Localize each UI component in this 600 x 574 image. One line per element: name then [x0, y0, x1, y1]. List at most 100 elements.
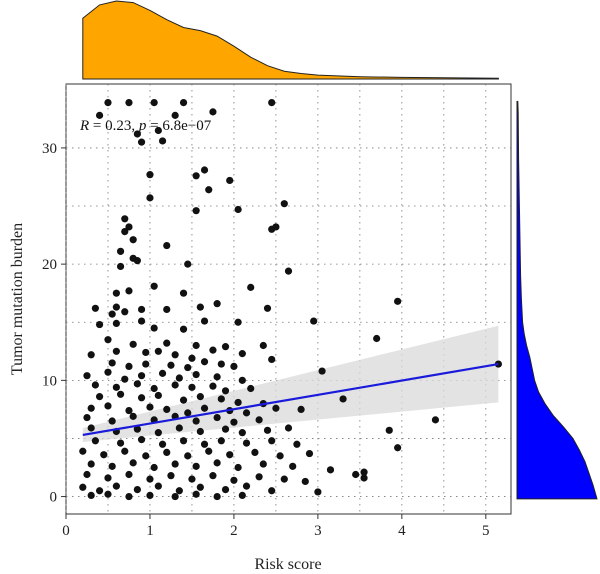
top-density-area — [82, 0, 499, 80]
x-tick-label: 3 — [314, 523, 322, 539]
data-point — [91, 437, 99, 445]
data-point — [217, 360, 225, 368]
data-point — [112, 303, 120, 311]
data-point — [154, 429, 162, 437]
data-point — [150, 98, 158, 107]
data-point — [280, 200, 288, 208]
data-point — [142, 348, 150, 357]
data-point — [163, 305, 171, 314]
data-point — [184, 260, 192, 268]
data-point — [200, 404, 209, 412]
data-point — [221, 425, 230, 433]
data-point — [129, 459, 137, 467]
data-point — [146, 194, 154, 202]
data-point — [104, 368, 112, 376]
data-point — [87, 460, 95, 468]
data-point — [108, 310, 116, 318]
data-point — [133, 425, 141, 433]
data-point — [146, 403, 154, 411]
data-point — [247, 384, 255, 393]
top-density-plot — [82, 0, 499, 80]
data-point — [150, 384, 158, 393]
data-point — [133, 485, 141, 494]
data-point — [272, 223, 280, 231]
data-point — [79, 447, 87, 455]
data-point — [339, 395, 347, 403]
data-point — [192, 462, 200, 470]
data-point — [221, 343, 230, 351]
data-point — [213, 459, 221, 467]
data-point — [112, 482, 120, 490]
data-point — [192, 341, 200, 350]
data-point — [163, 405, 171, 414]
data-point — [104, 474, 112, 482]
data-point — [108, 417, 116, 425]
data-point — [121, 308, 129, 316]
data-point — [137, 138, 146, 146]
data-point — [221, 387, 230, 395]
data-point — [242, 482, 251, 490]
data-point — [209, 382, 217, 390]
data-point — [209, 346, 217, 354]
data-point — [192, 417, 200, 425]
data-point — [137, 317, 146, 325]
data-point — [385, 426, 393, 434]
data-point — [196, 393, 204, 401]
r-symbol: R — [79, 118, 89, 134]
data-point — [116, 247, 125, 255]
data-point — [179, 437, 188, 445]
data-point — [137, 305, 146, 314]
data-point — [167, 361, 175, 369]
data-point — [91, 304, 99, 312]
data-point — [184, 452, 192, 460]
data-point — [242, 409, 251, 417]
data-point — [259, 460, 267, 468]
data-point — [121, 447, 129, 455]
data-point — [133, 380, 141, 388]
data-point — [213, 413, 221, 422]
data-point — [297, 405, 305, 414]
data-point — [146, 475, 154, 483]
data-point — [129, 340, 137, 348]
data-point — [247, 283, 255, 291]
data-point — [200, 440, 209, 448]
regression-line-group — [82, 362, 499, 437]
data-point — [394, 297, 402, 305]
data-point — [83, 470, 91, 479]
data-point — [95, 487, 104, 495]
data-point — [112, 383, 120, 391]
data-point — [373, 334, 381, 343]
data-point — [263, 304, 272, 312]
data-point — [184, 409, 192, 417]
data-point — [87, 491, 95, 500]
r-value: = 0.23, — [89, 118, 139, 134]
data-point — [238, 429, 246, 437]
data-point — [129, 236, 137, 244]
data-point — [301, 477, 309, 486]
data-point — [221, 485, 230, 494]
data-point — [137, 394, 146, 402]
data-point — [154, 126, 162, 135]
data-point — [104, 490, 112, 498]
data-point — [213, 492, 221, 501]
data-point — [104, 98, 112, 107]
data-point — [234, 463, 242, 472]
data-point — [158, 137, 167, 145]
data-point — [318, 367, 326, 375]
data-point — [146, 491, 154, 500]
x-tick-label: 0 — [62, 523, 70, 539]
data-point — [142, 360, 150, 368]
data-point — [255, 416, 263, 424]
data-point — [116, 390, 125, 398]
data-point — [87, 424, 95, 432]
data-point — [179, 289, 188, 297]
x-tick-label: 2 — [230, 523, 238, 539]
data-point — [360, 474, 368, 482]
data-point — [234, 398, 242, 407]
data-point — [226, 451, 234, 459]
data-point — [268, 98, 276, 107]
data-point — [171, 381, 179, 389]
data-point — [125, 470, 133, 479]
data-point — [213, 300, 221, 308]
data-point — [305, 449, 314, 458]
